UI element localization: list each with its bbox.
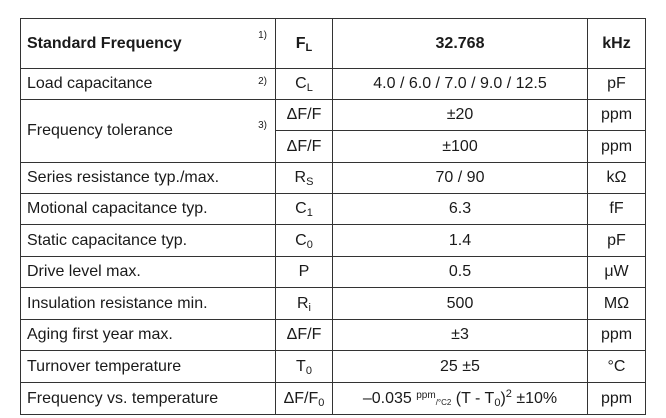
specification-table: Standard Frequency 1) FL 32.768 kHz Load… xyxy=(20,18,646,415)
symbol-subscript: L xyxy=(305,42,313,54)
symbol-subscript: 0 xyxy=(318,397,325,409)
symbol-main: F xyxy=(295,35,306,52)
parameter-label: Load capacitance xyxy=(27,75,153,92)
table-row: Load capacitance 2) CL 4.0 / 6.0 / 7.0 /… xyxy=(20,68,646,100)
symbol-cell: RS xyxy=(275,162,333,194)
symbol-cell: FL xyxy=(275,18,333,69)
unit-cell: kHz xyxy=(587,18,646,69)
unit-cell: ppm xyxy=(587,130,646,163)
parameter-cell: Static capacitance typ. xyxy=(20,224,276,257)
value-expression-exponent: 2 xyxy=(505,388,512,400)
value-tolerance: ±10% xyxy=(516,390,558,407)
symbol-subscript: 0 xyxy=(306,239,313,251)
unit-cell: ppm xyxy=(587,99,646,131)
table-row: Static capacitance typ. C0 1.4 pF xyxy=(20,224,646,257)
parameter-cell: Load capacitance 2) xyxy=(20,68,276,100)
symbol-main: T xyxy=(296,358,306,375)
value-cell: 1.4 xyxy=(332,224,588,257)
parameter-cell: Aging first year max. xyxy=(20,319,276,351)
parameter-cell: Standard Frequency 1) xyxy=(20,18,276,69)
value-unit-denominator-sup: 2 xyxy=(446,398,452,407)
table-row: Drive level max. P 0.5 μW xyxy=(20,256,646,288)
parameter-cell: Frequency tolerance 3) xyxy=(20,99,276,163)
value-cell: 32.768 xyxy=(332,18,588,69)
value-cell: –0.035 ppm/°C2 (T - T0)2 ±10% xyxy=(332,382,588,415)
parameter-label: Frequency tolerance xyxy=(27,122,173,139)
table-row: Series resistance typ./max. RS 70 / 90 k… xyxy=(20,162,646,194)
symbol-cell: ΔF/F0 xyxy=(275,382,333,415)
table-header-row: Standard Frequency 1) FL 32.768 kHz xyxy=(20,18,646,69)
symbol-subscript: S xyxy=(306,176,314,188)
value-unit-numerator: ppm xyxy=(416,390,436,401)
symbol-subscript: i xyxy=(308,302,311,314)
symbol-cell: ΔF/F xyxy=(275,130,333,163)
symbol-cell: ΔF/F xyxy=(275,99,333,131)
table-row: Insulation resistance min. Ri 500 MΩ xyxy=(20,287,646,320)
value-expression-open: (T - T xyxy=(455,390,495,407)
symbol-cell: P xyxy=(275,256,333,288)
table-row: Aging first year max. ΔF/F ±3 ppm xyxy=(20,319,646,351)
footnote-marker: 3) xyxy=(258,120,267,131)
symbol-subscript: 0 xyxy=(305,365,312,377)
parameter-cell: Insulation resistance min. xyxy=(20,287,276,320)
symbol-subscript: 1 xyxy=(306,207,313,219)
value-cell: 4.0 / 6.0 / 7.0 / 9.0 / 12.5 xyxy=(332,68,588,100)
value-cell: ±3 xyxy=(332,319,588,351)
symbol-cell: Ri xyxy=(275,287,333,320)
unit-cell: pF xyxy=(587,224,646,257)
symbol-cell: C0 xyxy=(275,224,333,257)
unit-cell: °C xyxy=(587,350,646,383)
value-expression-subscript: 0 xyxy=(494,397,501,409)
value-cell: 25 ±5 xyxy=(332,350,588,383)
value-cell: 6.3 xyxy=(332,193,588,225)
table-row: Motional capacitance typ. C1 6.3 fF xyxy=(20,193,646,225)
symbol-cell: CL xyxy=(275,68,333,100)
value-unit-denominator: /°C2 xyxy=(436,398,452,407)
value-cell: ±100 xyxy=(332,130,588,163)
unit-cell: kΩ xyxy=(587,162,646,194)
symbol-cell: C1 xyxy=(275,193,333,225)
symbol-main: R xyxy=(294,169,307,186)
table-row: Frequency vs. temperature ΔF/F0 –0.035 p… xyxy=(20,382,646,415)
unit-cell: μW xyxy=(587,256,646,288)
unit-cell: ppm xyxy=(587,382,646,415)
value-cell: 500 xyxy=(332,287,588,320)
footnote-marker: 1) xyxy=(258,30,267,41)
value-unit-denominator-text: /°C xyxy=(435,398,447,407)
symbol-main: ΔF/F xyxy=(283,390,319,407)
parameter-cell: Turnover temperature xyxy=(20,350,276,383)
value-expression-close: ) xyxy=(500,390,506,407)
parameter-cell: Motional capacitance typ. xyxy=(20,193,276,225)
symbol-subscript: L xyxy=(306,82,313,94)
parameter-label: Standard Frequency xyxy=(27,35,182,52)
symbol-main: R xyxy=(296,295,309,312)
value-cell: 70 / 90 xyxy=(332,162,588,194)
table-row: Turnover temperature T0 25 ±5 °C xyxy=(20,350,646,383)
table-row: ΔF/F ±100 ppm xyxy=(21,130,646,163)
footnote-marker: 2) xyxy=(258,76,267,87)
unit-cell: fF xyxy=(587,193,646,225)
symbol-cell: ΔF/F xyxy=(275,319,333,351)
parameter-cell: Series resistance typ./max. xyxy=(20,162,276,194)
unit-cell: ppm xyxy=(587,319,646,351)
parameter-cell: Frequency vs. temperature xyxy=(20,382,276,415)
symbol-main: C xyxy=(295,232,307,249)
symbol-cell: T0 xyxy=(275,350,333,383)
parameter-cell: Drive level max. xyxy=(20,256,276,288)
unit-cell: pF xyxy=(587,68,646,100)
symbol-main: C xyxy=(295,200,307,217)
table-row: Frequency tolerance 3) ΔF/F ±20 ppm xyxy=(20,99,646,163)
value-cell: 0.5 xyxy=(332,256,588,288)
unit-cell: MΩ xyxy=(587,287,646,320)
value-cell: ±20 xyxy=(332,99,588,131)
value-coefficient: –0.035 xyxy=(362,390,412,407)
symbol-main: C xyxy=(295,75,307,92)
